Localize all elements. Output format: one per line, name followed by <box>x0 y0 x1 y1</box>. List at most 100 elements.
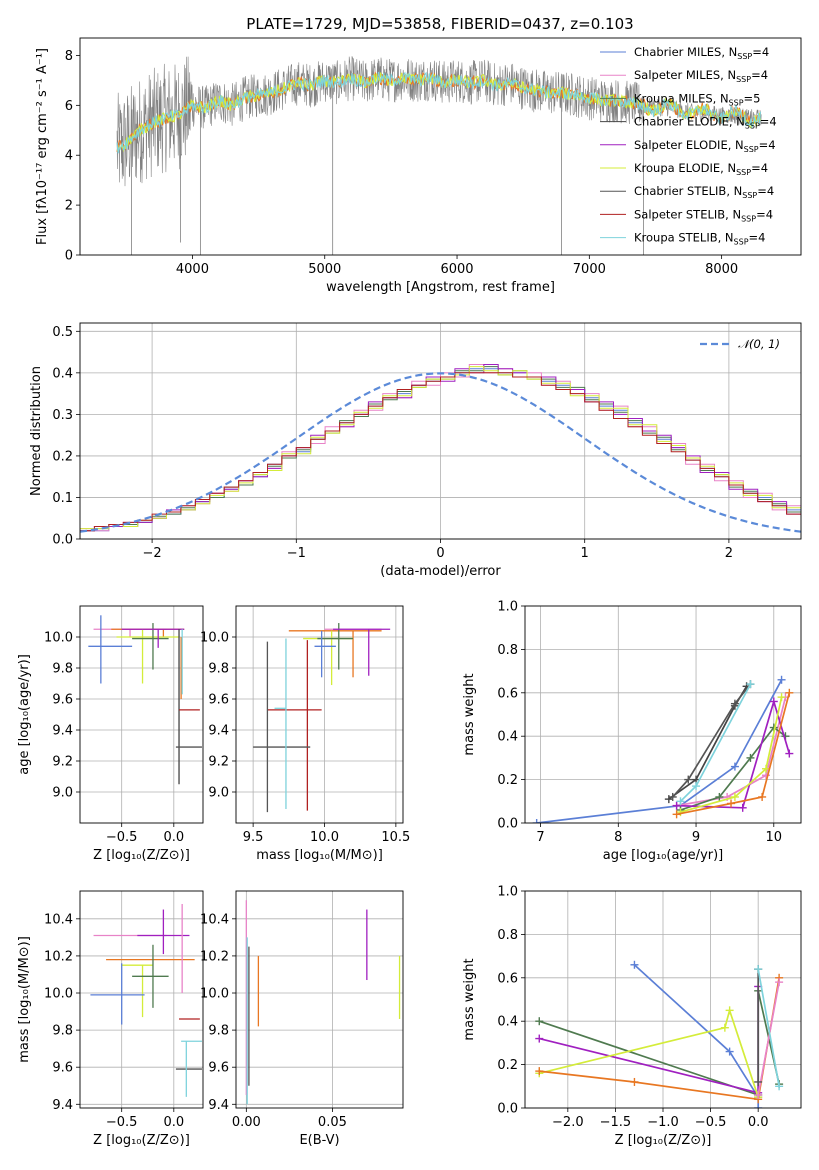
y-tick-label: 9.8 <box>52 1024 73 1039</box>
y-tick-label: 0.2 <box>497 1058 518 1073</box>
y-tick-label: 9.0 <box>208 786 229 801</box>
x-axis-label: Z [log₁₀(Z/Z⊙)] <box>93 848 190 863</box>
series-line <box>539 1007 760 1098</box>
series-line <box>680 696 783 813</box>
y-axis-label: Normed distribution <box>29 366 44 496</box>
y-tick-label: 4 <box>65 149 73 164</box>
x-tick-label: 0.0 <box>748 1115 769 1130</box>
y-tick-label: 0.4 <box>497 1015 518 1030</box>
legend-label: 𝒩(0, 1) <box>738 337 780 351</box>
y-tick-label: 0.6 <box>497 971 518 986</box>
y-tick-label: 0.6 <box>497 686 518 701</box>
y-tick-label: 0.5 <box>52 325 73 340</box>
y-tick-label: 10.0 <box>200 631 229 646</box>
x-tick-label: −2 <box>143 546 162 561</box>
y-tick-label: 9.2 <box>52 755 73 770</box>
y-axis-label: mass weight <box>462 958 477 1040</box>
x-tick-label: 0.00 <box>232 1115 261 1130</box>
axes-spectrum: 4000 5000 6000 7000 8000 0 2 4 6 8 wavelength [Ang… <box>35 48 738 295</box>
x-tick-label: 10.5 <box>381 830 410 845</box>
series-line <box>539 990 780 1097</box>
legend-label: Kroupa STELIB, NSSP=4 <box>634 231 765 247</box>
series-line <box>539 977 780 1101</box>
legend-label: Salpeter STELIB, NSSP=4 <box>634 207 773 223</box>
y-tick-label: 0.8 <box>497 643 518 658</box>
y-tick-label: 0.0 <box>52 533 73 548</box>
x-tick-label: 8 <box>614 830 622 845</box>
legend-label: Chabrier ELODIE, NSSP=4 <box>634 115 777 131</box>
marks-mass_vs_EBV <box>245 900 401 1105</box>
x-axis-label: E(B-V) <box>299 1133 339 1148</box>
y-tick-label: 0.4 <box>497 730 518 745</box>
axes-massweight_vs_Z: −2.0 −1.5 −1.0 −0.5 0.0 0.0 0.2 0.4 0.6 0.8 1.0 Z [… <box>462 885 801 1148</box>
x-tick-label: 10.0 <box>310 830 339 845</box>
y-axis-label: mass [log₁₀(M/M⊙)] <box>17 936 32 1063</box>
y-tick-label: 2 <box>65 199 73 214</box>
y-tick-label: 0.4 <box>52 366 73 381</box>
y-tick-label: 9.6 <box>52 1061 73 1076</box>
axes-age_vs_mass: 9.5 10.0 10.5 9.0 9.2 9.4 9.6 9.8 10.0 mass [log₁… <box>200 606 410 863</box>
y-tick-label: 0.0 <box>497 817 518 832</box>
axes-residuals: −2 −1 0 1 2 0.0 0.1 0.2 0.3 0.4 0.5 (data-model)/er… <box>29 323 801 579</box>
axes-age_vs_Z: −0.5 0.0 9.0 9.2 9.4 9.6 9.8 10.0 Z [log₁₀(Z/Z⊙)… <box>17 606 203 863</box>
x-tick-label: −0.5 <box>106 830 138 845</box>
series-line <box>539 986 760 1094</box>
series-line <box>757 968 780 1087</box>
x-tick-label: 1 <box>581 546 589 561</box>
y-tick-label: 0.2 <box>52 449 73 464</box>
x-tick-label: −0.5 <box>695 1115 727 1130</box>
spectrum-lines <box>116 56 762 255</box>
series-line <box>757 981 780 1096</box>
y-tick-label: 10.4 <box>44 912 73 927</box>
legend-label: Salpeter ELODIE, NSSP=4 <box>634 138 776 154</box>
marks-age_vs_mass <box>253 623 391 813</box>
marks-massweight_vs_age <box>532 675 794 823</box>
y-axis-label: Flux [fλ10⁻¹⁷ erg cm⁻² s⁻¹ A⁻¹] <box>35 48 50 245</box>
y-tick-label: 10.0 <box>44 631 73 646</box>
marks-age_vs_Z <box>88 615 202 785</box>
y-tick-label: 9.4 <box>208 1098 229 1113</box>
x-tick-label: −1.0 <box>647 1115 679 1130</box>
normal-curve <box>80 372 801 533</box>
y-tick-label: 8 <box>65 49 73 64</box>
y-tick-label: 9.8 <box>208 662 229 677</box>
y-tick-label: 9.2 <box>208 755 229 770</box>
axes-frame <box>524 605 802 824</box>
series-line <box>676 692 791 816</box>
histogram-series <box>80 372 801 539</box>
axes-frame <box>235 890 404 1109</box>
x-tick-label: 4000 <box>176 262 209 277</box>
y-tick-label: 0.0 <box>497 1102 518 1117</box>
x-tick-label: −1.5 <box>600 1115 632 1130</box>
x-axis-label: mass [log₁₀(M/M⊙)] <box>256 848 383 863</box>
x-tick-label: −2.0 <box>552 1115 584 1130</box>
y-tick-label: 10.2 <box>200 949 229 964</box>
histograms <box>80 364 801 539</box>
y-tick-label: 10.0 <box>44 987 73 1002</box>
legend-label: Salpeter MILES, NSSP=4 <box>634 68 768 84</box>
y-tick-label: 9.4 <box>208 724 229 739</box>
figure-title: PLATE=1729, MJD=53858, FIBERID=0437, z=0… <box>246 15 633 33</box>
x-tick-label: 0.0 <box>163 1115 184 1130</box>
x-axis-label: (data-model)/error <box>380 564 501 579</box>
x-tick-label: 7 <box>536 830 544 845</box>
y-tick-label: 0.3 <box>52 408 73 423</box>
y-axis-label: mass weight <box>462 673 477 755</box>
legend-label: Chabrier STELIB, NSSP=4 <box>634 184 774 200</box>
x-tick-label: 6000 <box>440 262 473 277</box>
y-tick-label: 9.8 <box>208 1024 229 1039</box>
y-axis-label: age [log₁₀(age/yr)] <box>17 654 32 775</box>
x-axis-label: Z [log₁₀(Z/Z⊙)] <box>615 1133 712 1148</box>
spectrum-legend: Chabrier MILES, NSSP=4 Salpeter MILES, NS… <box>600 45 777 247</box>
series-line <box>672 683 752 798</box>
model-spectrum-kroupa_stelib <box>116 71 762 154</box>
y-tick-label: 0 <box>65 249 73 264</box>
axes-frame <box>79 890 204 1109</box>
x-tick-label: 9 <box>692 830 700 845</box>
x-axis-label: Z [log₁₀(Z/Z⊙)] <box>93 1133 190 1148</box>
x-tick-label: 0.0 <box>163 830 184 845</box>
y-tick-label: 9.4 <box>52 724 73 739</box>
y-tick-label: 6 <box>65 99 73 114</box>
x-tick-label: 0 <box>436 546 444 561</box>
axes-mass_vs_Z: −0.5 0.0 9.4 9.6 9.8 10.0 10.2 10.4 Z [log₁₀(Z/Z… <box>17 891 203 1148</box>
